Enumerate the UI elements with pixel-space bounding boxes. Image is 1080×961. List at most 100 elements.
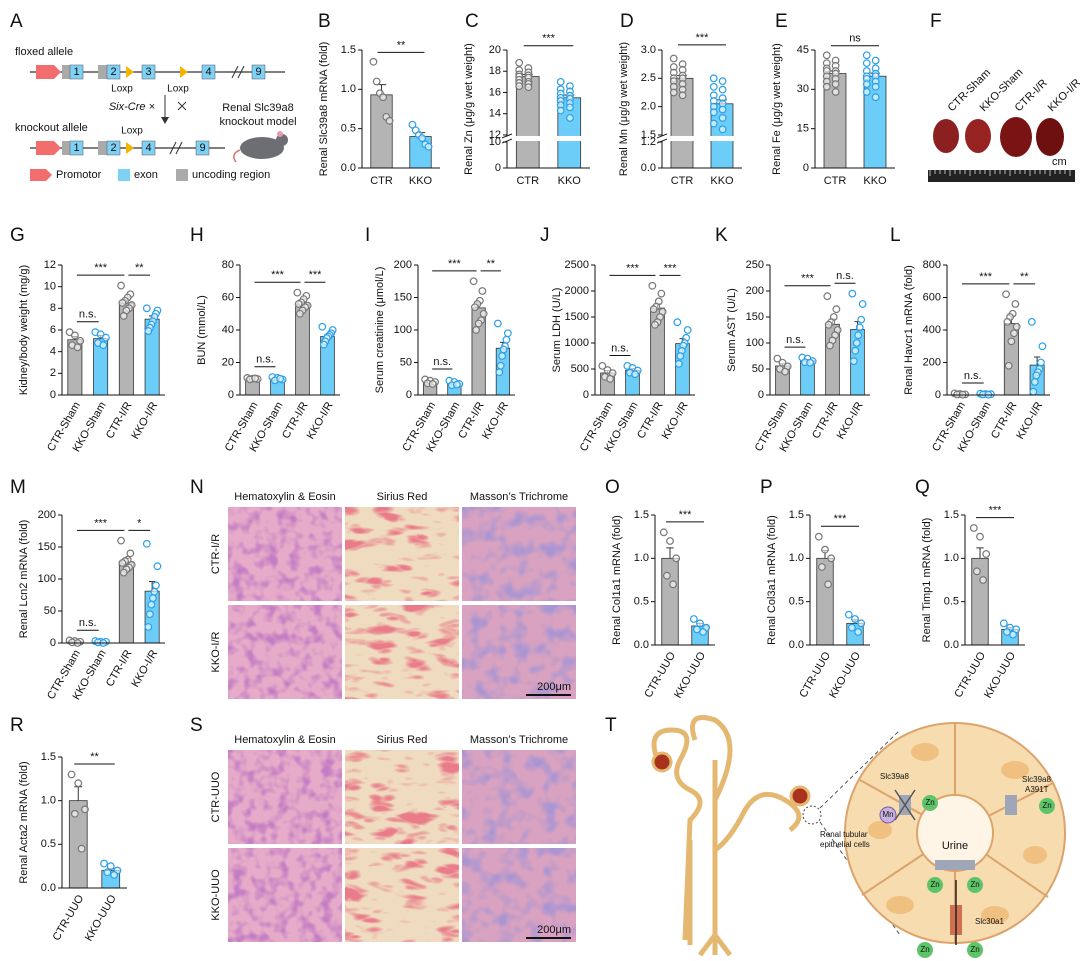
- y-tick-label: 400: [923, 324, 941, 336]
- data-point: [814, 532, 823, 541]
- data-point: [251, 374, 259, 383]
- data-point: [848, 289, 857, 298]
- data-point: [806, 358, 814, 367]
- y-tick-label: 0: [935, 389, 941, 401]
- panel-letter: D: [620, 11, 634, 32]
- data-point: [871, 82, 880, 91]
- panel-letter: F: [930, 11, 942, 32]
- x-tick-label: CTR: [370, 175, 393, 187]
- data-point: [145, 610, 154, 619]
- transporter-label: Slc39a8: [1022, 775, 1051, 784]
- ion-label: Zn: [970, 880, 979, 889]
- cells-label: epithelial cells: [820, 840, 870, 849]
- loxp-label: Loxp: [167, 84, 189, 95]
- data-point: [1011, 300, 1020, 308]
- row-label: CTR-UUO: [210, 771, 222, 822]
- data-point: [566, 114, 574, 122]
- exon: [69, 140, 84, 156]
- data-point: [823, 292, 832, 301]
- y-tick-label: 15: [797, 123, 809, 135]
- x-tick-label: KKO: [409, 175, 433, 187]
- data-point: [862, 80, 871, 88]
- y-tick-label: 100: [746, 337, 764, 349]
- micrograph-texture: [345, 507, 459, 601]
- data-point: [144, 327, 153, 335]
- y-tick-label: 10: [489, 136, 501, 148]
- y-axis-label: Renal Fe (μg/g wet weight): [771, 43, 783, 175]
- data-point: [73, 343, 82, 352]
- data-point: [479, 309, 488, 318]
- axis-break: [656, 135, 744, 142]
- y-tick-label: 50: [44, 605, 56, 617]
- y-tick-label: 10: [44, 281, 56, 293]
- model-label: Renal Slc39a8: [222, 102, 294, 114]
- bar: [661, 557, 679, 646]
- chart-panel: 0.0 0.5 1.0 1.5 CTR KKO Renal Slc39a8 mRNA (fo…: [318, 39, 440, 187]
- significance-label: ***: [979, 271, 993, 283]
- micrograph-texture: [462, 848, 576, 942]
- panel-letter: K: [715, 225, 728, 246]
- data-point: [153, 562, 162, 571]
- significance-label: ***: [664, 262, 678, 274]
- data-point: [1003, 317, 1012, 326]
- y-tick-label: 0.0: [41, 882, 56, 894]
- y-tick-label: 100: [38, 573, 56, 585]
- x-tick-label: CTR-UUO: [51, 893, 87, 943]
- data-point: [824, 580, 832, 589]
- y-tick-label: 0.0: [944, 639, 959, 651]
- y-tick-label: 60: [222, 291, 234, 303]
- exon-number: 1: [73, 66, 79, 78]
- y-tick-label: 4: [50, 346, 56, 358]
- gene-diagram: floxed allele 1 2 3 4 9 Loxp Loxp Six-Cr…: [15, 46, 297, 181]
- exon: [195, 140, 210, 156]
- stain-header: Hematoxylin & Eosin: [234, 734, 336, 746]
- significance-label: **: [397, 39, 406, 51]
- mouse-tail: [233, 149, 241, 163]
- photo-label: KKO-I/R: [1046, 77, 1080, 114]
- uncoding: [98, 65, 107, 79]
- knockout-label: knockout allele: [15, 122, 88, 134]
- y-tick-label: 200: [746, 285, 764, 297]
- cell-borders: [859, 723, 1054, 943]
- significance-label: **: [486, 258, 495, 270]
- micrograph-texture: [462, 507, 576, 601]
- significance-label: ***: [679, 509, 693, 521]
- y-tick-label: 0: [803, 162, 809, 174]
- data-point: [862, 59, 871, 68]
- loxp: [126, 66, 134, 78]
- chart-panel: 0 15 30 45 CTR KKO Renal Fe (μg/g wet weight) n…: [771, 33, 895, 187]
- data-point: [524, 83, 533, 92]
- y-tick-label: 0.0: [341, 162, 356, 174]
- mouse-ear: [277, 131, 283, 137]
- error-bar: [666, 547, 674, 559]
- panel-letter: E: [775, 11, 788, 32]
- data-point: [294, 300, 303, 308]
- micrograph-texture: [345, 750, 459, 844]
- y-tick-label: 0.0: [789, 639, 804, 651]
- panel-letter: I: [365, 225, 370, 246]
- data-point: [74, 779, 83, 788]
- data-point: [674, 359, 683, 368]
- exon-number: 1: [73, 142, 79, 154]
- exon-number: 3: [145, 66, 151, 78]
- ion-label: Zn: [930, 880, 939, 889]
- panel-letter: C: [465, 11, 479, 32]
- data-point: [1012, 322, 1021, 331]
- uncoding: [98, 141, 107, 155]
- x-tick-label: KKO-UUO: [83, 893, 119, 944]
- data-point: [822, 82, 831, 91]
- data-point: [117, 281, 125, 290]
- y-tick-label: 0.0: [634, 639, 649, 651]
- data-point: [718, 114, 727, 122]
- data-point: [1027, 317, 1036, 326]
- data-point: [659, 528, 668, 537]
- chart-panel: 0200400600800CTR-ShamKKO-ShamCTR-I/RKKO-…: [903, 259, 1050, 454]
- data-point: [428, 380, 437, 388]
- data-point: [709, 108, 718, 117]
- data-point: [709, 119, 718, 128]
- ion: [922, 795, 938, 811]
- break: [231, 65, 245, 79]
- y-tick-label: 1000: [565, 337, 589, 349]
